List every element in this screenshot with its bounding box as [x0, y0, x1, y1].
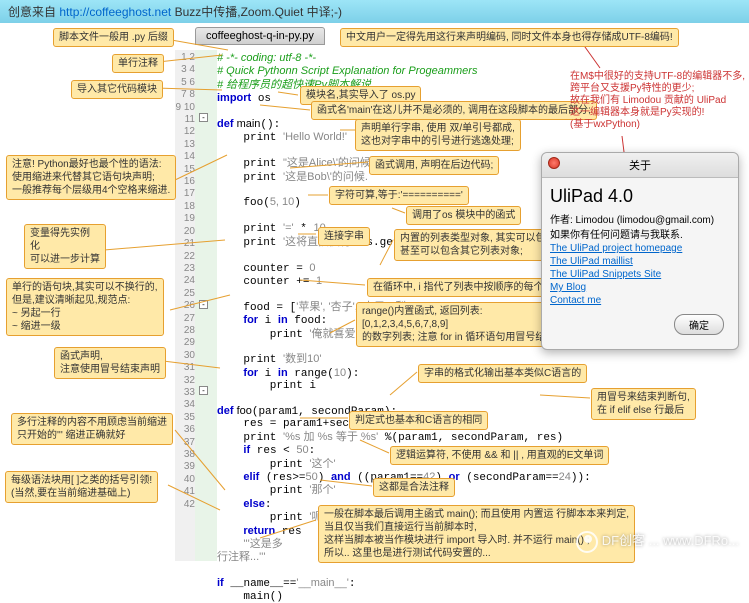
- anno-bracket: 每级语法块用[ ]之类的括号引领! (当然,要在当前缩进基础上): [5, 471, 158, 503]
- anno-concat: 连接字串: [318, 227, 370, 246]
- anno-oscall: 调用了os 模块中的函式: [406, 206, 521, 225]
- anno-file-ext: 脚本文件一般用 .py 后缀: [53, 28, 174, 47]
- anno-logic: 逻辑运算符, 不使用 && 和 || , 用直观的E文单词: [390, 446, 609, 465]
- watermark: DF创客 ... www.DFRo...: [576, 530, 739, 553]
- link-homepage[interactable]: The UliPad project homepage: [550, 243, 730, 254]
- anno-main: 函式名'main'在这儿并不是必须的, 调用在这段脚本的最后部分;: [311, 101, 597, 120]
- top-bar: 创意来自 http://coffeeghost.net Buzz中传播,Zoom…: [0, 0, 749, 23]
- anno-encoding: 中文用户一定得先用这行来声明编码, 同时文件本身也得存储成UTF-8编码!: [340, 28, 679, 47]
- fold-icon[interactable]: -: [199, 386, 208, 395]
- dialog-titlebar: 关于: [542, 153, 738, 178]
- anno-def: 函式声明, 注意使用冒号结束声明: [54, 347, 166, 379]
- fold-icon[interactable]: -: [199, 300, 208, 309]
- anno-import: 导入其它代码模块: [71, 80, 163, 99]
- author-text: 作者: Limodou (limodou@gmail.com): [550, 211, 730, 226]
- source-link[interactable]: http://coffeeghost.net: [59, 5, 171, 19]
- fold-icon[interactable]: -: [199, 113, 208, 122]
- link-maillist[interactable]: The UliPad maillist: [550, 256, 730, 267]
- anno-call: 函式调用, 声明在后边代码;: [369, 156, 499, 175]
- anno-fmt: 字串的格式化输出基本类似C语言的: [418, 364, 587, 383]
- anno-colon: 用冒号来结束判断句, 在 if elif else 行最后: [591, 388, 696, 420]
- anno-multiline: 多行注释的内容不用顾虑当前缩进 只开始的''' 缩进正确就好: [11, 413, 173, 445]
- anno-strmul: 字符可算,等于:'==========': [329, 186, 469, 205]
- watermark-icon: [576, 531, 598, 553]
- anno-var: 变量得先实例 化 可以进一步计算: [24, 224, 106, 269]
- fold-gutter: - - -: [195, 50, 217, 561]
- about-dialog: 关于 UliPad 4.0 作者: Limodou (limodou@gmail…: [541, 152, 739, 350]
- anno-string: 声明单行字串, 使用 双/单引号都成, 这也对字串中的引号进行逃逸处理;: [355, 119, 521, 151]
- close-icon[interactable]: [548, 157, 560, 169]
- link-snippets[interactable]: The UliPad Snippets Site: [550, 269, 730, 280]
- anno-comment: 单行注释: [112, 54, 164, 73]
- line-numbers: 1 2 3 4 5 6 7 8 9 10 11 12 13 14 15 16 1…: [175, 50, 195, 561]
- link-blog[interactable]: My Blog: [550, 282, 730, 293]
- file-tab[interactable]: coffeeghost-q-in-py.py: [195, 27, 325, 45]
- contact-text: 如果你有任何问题请与我联系.: [550, 226, 730, 241]
- anno-block: 单行的语句块,其实可以不换行的, 但是,建议清晰起见,规范点: ~ 另起一行 ~…: [6, 278, 164, 336]
- red-note: 在M$中很好的支持UTF-8的编辑器不多, 跨平台又支援Py特性的更少; 故在我…: [570, 71, 745, 131]
- app-name: UliPad 4.0: [550, 186, 730, 207]
- link-contact[interactable]: Contact me: [550, 295, 730, 306]
- anno-cond: 判定式也基本和C语言的相同: [349, 411, 488, 430]
- anno-comment2: 这都是合法注释: [373, 478, 455, 497]
- anno-indent: 注意! Python最好也最个性的语法: 使用缩进来代替其它语句块声明; 一般推…: [6, 155, 176, 200]
- ok-button[interactable]: 确定: [674, 314, 724, 335]
